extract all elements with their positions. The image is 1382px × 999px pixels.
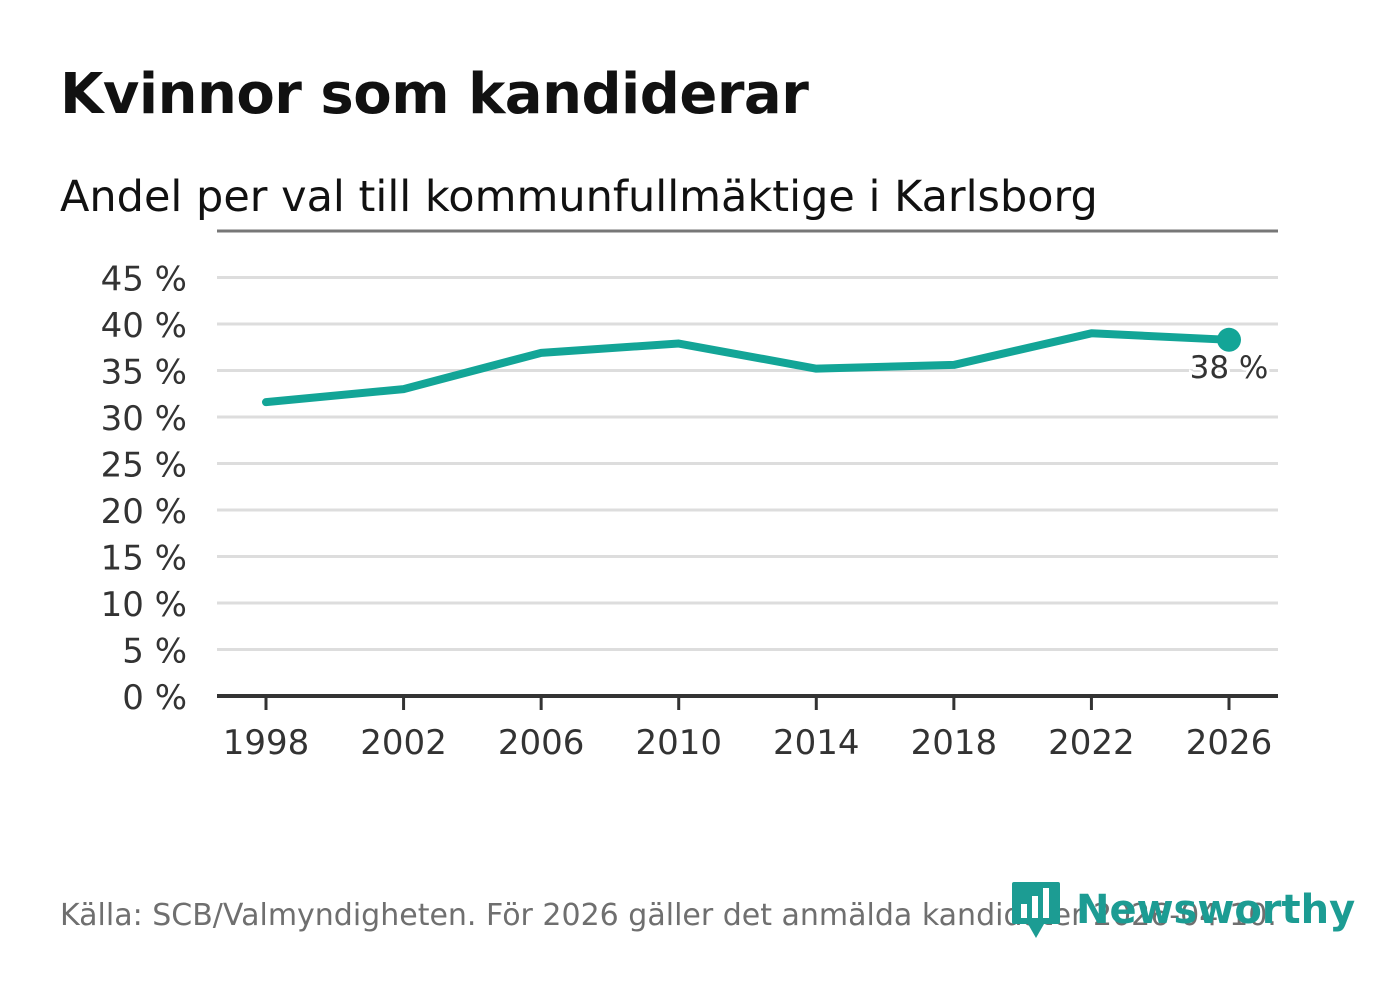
data-point <box>675 340 683 348</box>
y-tick-label: 0 % <box>122 678 187 718</box>
series: 38 % <box>262 327 1271 407</box>
data-point <box>262 398 270 406</box>
y-tick-label: 5 % <box>122 632 187 672</box>
grid-lines <box>217 229 1278 651</box>
x-tick-label: 2006 <box>498 723 585 763</box>
x-tick-label: 1998 <box>223 723 310 763</box>
y-tick-label: 20 % <box>101 492 187 532</box>
y-tick-label: 45 % <box>101 260 187 300</box>
y-tick-label: 30 % <box>101 399 187 439</box>
chart-title: Kvinnor som kandiderar <box>60 62 809 127</box>
y-tick-label: 15 % <box>101 539 187 579</box>
x-axis: 1998 2002 2006 2010 2014 2018 2022 2026 <box>217 694 1278 763</box>
data-point <box>950 361 958 369</box>
y-tick-label: 35 % <box>101 353 187 393</box>
x-tick-label: 2002 <box>360 723 447 763</box>
data-point <box>1087 329 1095 337</box>
x-tick-label: 2010 <box>635 723 722 763</box>
data-point <box>400 385 408 393</box>
last-data-point <box>1217 327 1241 352</box>
x-tick-label: 2022 <box>1048 723 1135 763</box>
y-tick-label: 25 % <box>101 446 187 486</box>
x-tick-label: 2026 <box>1186 723 1273 763</box>
series-line-andel-kvinnor <box>262 329 1233 407</box>
end-value-label: 38 % <box>1190 350 1269 386</box>
brand-logo[interactable]: Newsworthy <box>1010 880 1355 940</box>
y-tick-label: 40 % <box>101 306 187 346</box>
y-tick-label: 10 % <box>101 585 187 625</box>
source-note: Källa: SCB/Valmyndigheten. För 2026 gäll… <box>60 898 1277 933</box>
y-axis: 0 % 5 % 10 % 15 % 20 % 25 % 30 % 35 % 40 % 45 % <box>101 260 187 719</box>
data-point <box>812 365 820 373</box>
x-tick-label: 2014 <box>773 723 860 763</box>
bar-chart-pin-icon <box>1012 882 1060 938</box>
chart-subtitle: Andel per val till kommunfullmäktige i K… <box>60 172 1098 222</box>
x-tick-label: 2018 <box>911 723 998 763</box>
data-point <box>537 349 545 357</box>
brand-name: Newsworthy <box>1076 887 1356 933</box>
